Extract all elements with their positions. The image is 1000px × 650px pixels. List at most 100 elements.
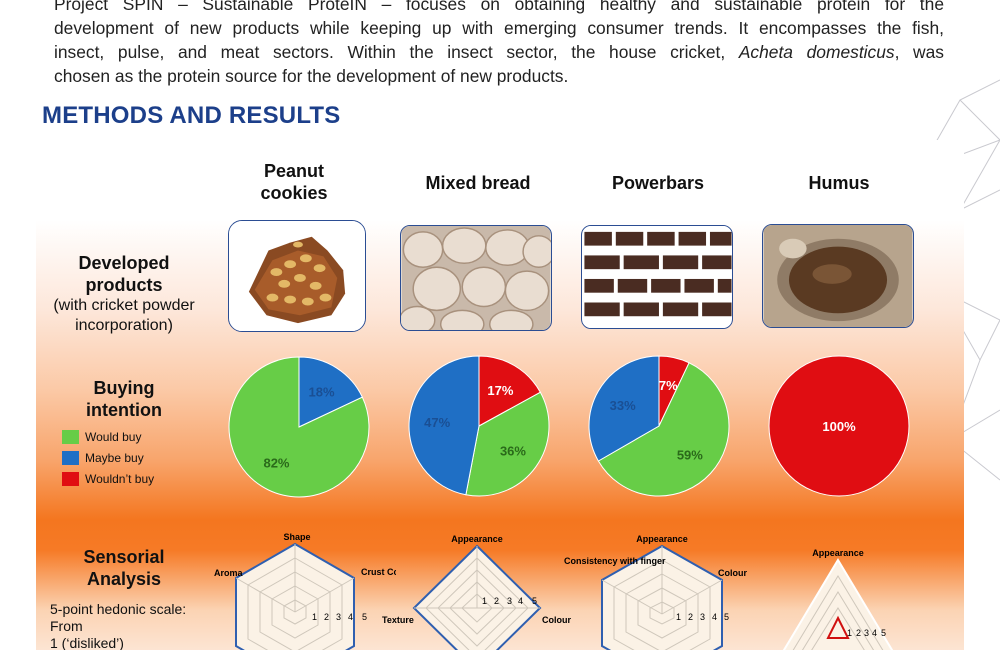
intro-line-1: Project SPIN – Sustainable ProteIN – foc… [54,0,944,14]
radar-tick: 1 [482,596,487,606]
radar-scale-ticks: 1 2 3 4 5 [482,596,537,606]
pie-slice [298,356,364,428]
legend-item-would-buy: Would buy [62,426,154,447]
radar-axis-label: Colour [542,615,571,625]
pie-slice-label: 100% [822,419,856,434]
radar-scale-ticks: 1 2 3 4 5 [676,612,729,622]
product-image-mixed-bread [400,225,552,331]
radar-tick: 1 [312,612,317,622]
radar-chart-powerbars: Appearance Colour Consistency with finge… [564,534,747,650]
radar-ring-1 [461,593,493,623]
radar-tick: 1 [676,612,681,622]
radar-ring-4 [792,575,884,650]
legend-swatch-green [62,429,79,444]
radar-tick: 2 [324,612,329,622]
radar-axis-label: Crust Colour [361,567,396,577]
radar-tick: 3 [864,628,869,638]
product-image-humus [762,224,914,328]
radar-axis-label: Appearance [451,534,503,544]
pie-chart-humus: 100% [768,355,910,497]
legend-swatch-red [62,471,79,486]
radar-tick: 1 [847,628,852,638]
pie-chart-mixed-bread: 17% 36% 47% [408,355,550,497]
legend-label-would-buy: Would buy [85,429,142,444]
intro-line-3-end: , was [894,42,944,62]
sensorial-description: 5-point hedonic scale: From 1 (‘disliked… [50,601,186,650]
pie-slice-label: 82% [263,455,289,470]
row-developed-title2: products [85,275,163,295]
sensorial-desc-line1: 5-point hedonic scale: [50,601,187,617]
radar-spoke [235,577,296,613]
row-sensorial-title2: Analysis [86,569,162,589]
column-header-peanut-line1: Peanut [263,161,324,181]
radar-axis-label: Texture [382,615,414,625]
radar-tick: 3 [507,596,512,606]
legend-swatch-blue [62,450,79,465]
radar-tick: 5 [724,612,729,622]
pie-slice-label: 36% [500,444,526,459]
legend-label-maybe-buy: Maybe buy [85,450,144,465]
row-sensorial-title1: Sensorial [83,547,165,567]
row-developed-title1: Developed [78,253,170,273]
radar-spoke [294,577,355,613]
radar-tick: 4 [518,596,523,606]
radar-tick: 5 [881,628,886,638]
column-header-peanut-line2: cookies [260,183,328,203]
product-image-powerbars [581,225,733,329]
radar-axis-label: Aroma [214,568,244,578]
pie-slice [588,355,660,462]
radar-axis-label-consistency: Consistency with finger [564,556,666,566]
column-header-peanut-cookies: Peanut cookies [234,160,354,204]
pie-slice [478,355,542,427]
radar-axis-label-crust: Crust Colour [361,567,396,577]
radar-tick: 2 [494,596,499,606]
buying-legend: Would buy Maybe buy Wouldn’t buy [62,426,154,489]
radar-axis-label: Appearance [636,534,688,544]
radar-ring-4 [425,557,529,650]
legend-item-wouldnt-buy: Wouldn’t buy [62,468,154,489]
radar-tick: 2 [688,612,693,622]
radar-spoke [661,579,723,615]
radar-data-polygon [826,615,850,639]
radar-tick: 4 [348,612,353,622]
radar-tick: 5 [362,612,367,622]
column-header-powerbars: Powerbars [611,173,705,193]
radar-ring-2 [637,587,687,639]
powerbars-drawing [582,226,732,328]
radar-axis-label: Shape [283,532,310,542]
peanut-cookie-drawing [229,221,365,331]
radar-tick: 5 [532,596,537,606]
radar-chart-humus: Appearance 1 2 3 4 5 [782,548,894,650]
radar-tick: 4 [872,628,877,638]
pie-slice-label: 18% [308,385,334,400]
radar-chart-peanut-cookies: Shape Aroma Crust Colour 1 2 3 4 5 [214,532,396,650]
legend-label-wouldnt-buy: Wouldn’t buy [85,471,155,486]
intro-line-3: insect, pulse, and meat sectors. Within … [54,40,944,64]
intro-line-3-text: insect, pulse, and meat sectors. Within … [54,42,726,62]
pie-slice [228,356,370,498]
radar-scale-ticks: 1 2 3 4 5 [312,612,367,622]
intro-line-2: development of new products while keepin… [54,18,944,38]
radar-axis-label: Consistency with finger [564,556,666,566]
pie-slice-label: 33% [610,398,636,413]
radar-tick: 3 [336,612,341,622]
radar-ring-1 [649,601,675,625]
radar-spoke [601,579,663,615]
product-image-peanut-cookies [228,220,366,332]
intro-paragraph: Project SPIN – Sustainable ProteIN – foc… [54,0,944,88]
legend-item-maybe-buy: Maybe buy [62,447,154,468]
radar-ring-3 [801,591,875,650]
row-buying-title2: intention [86,400,162,420]
radar-tick: 2 [856,628,861,638]
row-header-sensorial-analysis: Sensorial Analysis [72,546,176,590]
pie-slice-label: 59% [677,447,703,462]
radar-chart-mixed-bread: Appearance Colour Texture 1 2 3 4 5 [382,534,571,650]
pie-slice [768,355,910,497]
humus-drawing [763,225,913,327]
radar-axis-label: Colour [718,568,747,578]
row-developed-sub2: incorporation) [75,317,173,334]
pie-slice-label: 7% [659,378,678,393]
row-developed-sub1: (with cricket powder [53,297,195,314]
column-header-humus: Humus [808,173,870,193]
sensorial-desc-line3: 1 (‘disliked’) [50,635,124,650]
